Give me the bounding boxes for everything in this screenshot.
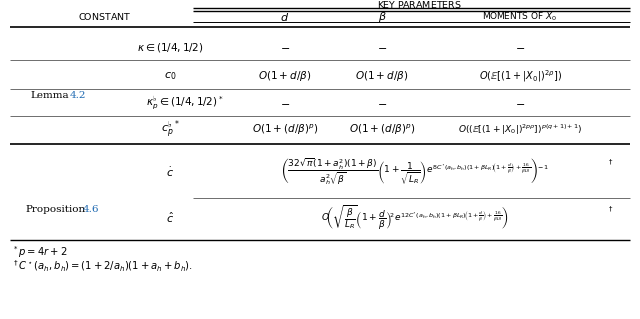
- Text: 4.2: 4.2: [70, 91, 86, 100]
- Text: $O(1+(d/\beta)^p)$: $O(1+(d/\beta)^p)$: [252, 123, 318, 137]
- Text: ${}^\dagger C^\star(a_h,b_h) = (1+2/a_h)(1+a_h+b_h).$: ${}^\dagger C^\star(a_h,b_h) = (1+2/a_h)…: [12, 258, 193, 274]
- Text: $c_0$: $c_0$: [164, 70, 176, 82]
- Text: $O((\mathbb{E}[(1+|X_0|)^{2p\rho}])^{p(q+1)+1})$: $O((\mathbb{E}[(1+|X_0|)^{2p\rho}])^{p(q…: [458, 123, 582, 137]
- Text: $-$: $-$: [280, 42, 290, 52]
- Text: $c_p^{\flat\,*}$: $c_p^{\flat\,*}$: [161, 119, 179, 141]
- Text: $\beta$: $\beta$: [378, 10, 387, 24]
- Text: $\left(\dfrac{32\sqrt{\pi}(1+a_h^2)(1+\beta)}{a_h^2\sqrt{\beta}}\left(1+\dfrac{1: $\left(\dfrac{32\sqrt{\pi}(1+a_h^2)(1+\b…: [281, 157, 549, 188]
- Text: $-$: $-$: [377, 98, 387, 108]
- Text: $d$: $d$: [280, 11, 289, 23]
- Text: $\mathrm{K}_{\!}\mathrm{EY}\ \mathrm{P}_{\!}\mathrm{ARAMETERS}$: $\mathrm{K}_{\!}\mathrm{EY}\ \mathrm{P}_…: [378, 0, 463, 9]
- Text: 4.6: 4.6: [83, 205, 99, 214]
- Text: $-$: $-$: [377, 42, 387, 52]
- Text: ${}^\dagger$: ${}^\dagger$: [607, 207, 613, 217]
- Text: ${}^\dagger$: ${}^\dagger$: [607, 160, 613, 169]
- Text: $O\!\left(\sqrt{\dfrac{\beta}{L_R}}\left(1+\dfrac{d}{\beta}\right)^{\!2}e^{12C^{: $O\!\left(\sqrt{\dfrac{\beta}{L_R}}\left…: [321, 204, 509, 232]
- Text: Proposition: Proposition: [25, 205, 85, 214]
- Text: ${}^*p = 4r+2$: ${}^*p = 4r+2$: [12, 244, 67, 260]
- Text: $\kappa_p^{\flat} \in (1/4, 1/2)^*$: $\kappa_p^{\flat} \in (1/4, 1/2)^*$: [147, 94, 224, 112]
- Text: $\kappa \in (1/4, 1/2)$: $\kappa \in (1/4, 1/2)$: [137, 41, 204, 54]
- Text: Lemma: Lemma: [30, 91, 68, 100]
- Text: $\dot{c}$: $\dot{c}$: [166, 165, 174, 179]
- Text: $O(1+d/\beta)$: $O(1+d/\beta)$: [259, 69, 312, 83]
- Text: $-$: $-$: [280, 98, 290, 108]
- Text: $\mathrm{M}_{\!}\mathrm{OMENTS\ OF}\ X_0$: $\mathrm{M}_{\!}\mathrm{OMENTS\ OF}\ X_0…: [483, 11, 557, 23]
- Text: $\hat{c}$: $\hat{c}$: [166, 211, 174, 225]
- Text: $-$: $-$: [515, 98, 525, 108]
- Text: $\mathrm{C}_{\!}\mathrm{ONSTANT}$: $\mathrm{C}_{\!}\mathrm{ONSTANT}$: [78, 11, 132, 21]
- Text: $O(1+(d/\beta)^p)$: $O(1+(d/\beta)^p)$: [349, 123, 415, 137]
- Text: $O(\mathbb{E}[(1+|X_0|)^{2\rho}])$: $O(\mathbb{E}[(1+|X_0|)^{2\rho}])$: [479, 68, 561, 84]
- Text: $-$: $-$: [515, 42, 525, 52]
- Text: $O(1+d/\beta)$: $O(1+d/\beta)$: [355, 69, 409, 83]
